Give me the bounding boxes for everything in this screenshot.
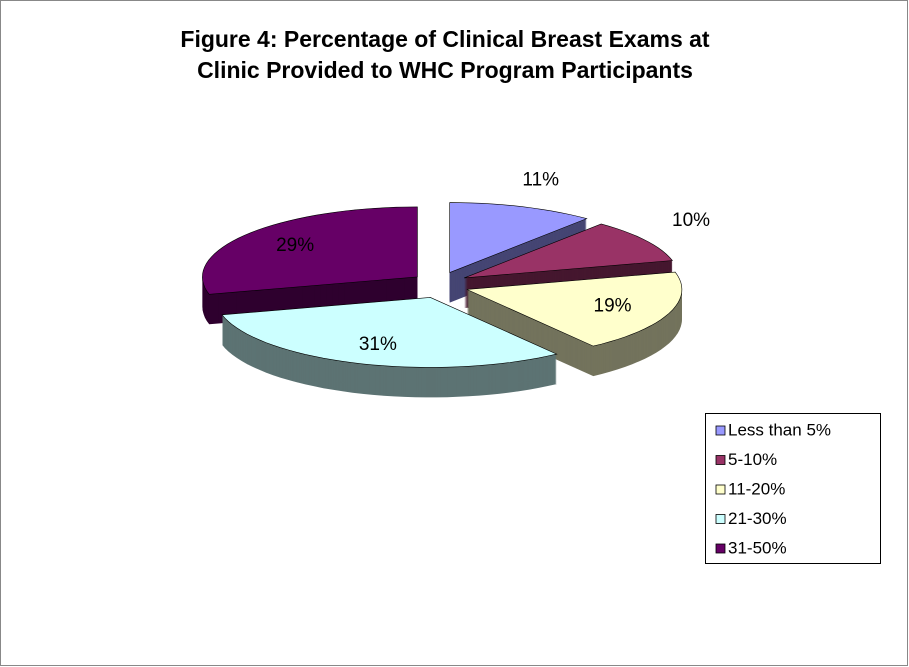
slice bbox=[221, 297, 558, 368]
data-label: 29% bbox=[276, 235, 314, 256]
legend-label: 31-50% bbox=[728, 538, 787, 557]
legend-label: 21-30% bbox=[728, 509, 787, 528]
legend-swatch bbox=[715, 543, 726, 554]
legend-swatch bbox=[715, 484, 726, 495]
legend-label: 5-10% bbox=[728, 450, 777, 469]
legend-box bbox=[705, 413, 881, 564]
data-label: 10% bbox=[672, 210, 710, 231]
slice bbox=[202, 206, 418, 295]
chart-title: Figure 4: Percentage of Clinical Breast … bbox=[180, 26, 710, 52]
slice bbox=[466, 271, 683, 347]
legend-swatch bbox=[715, 425, 726, 436]
data-label: 31% bbox=[359, 334, 397, 355]
data-label: 19% bbox=[594, 296, 632, 317]
legend-swatch bbox=[715, 455, 726, 465]
legend-swatch bbox=[715, 514, 726, 524]
legend-label: Less than 5% bbox=[728, 420, 831, 439]
slice bbox=[449, 202, 588, 274]
chart-title: Clinic Provided to WHC Program Participa… bbox=[197, 57, 693, 83]
legend-label: 11-20% bbox=[728, 479, 785, 498]
slice bbox=[464, 223, 674, 279]
data-label: 11% bbox=[522, 169, 559, 190]
